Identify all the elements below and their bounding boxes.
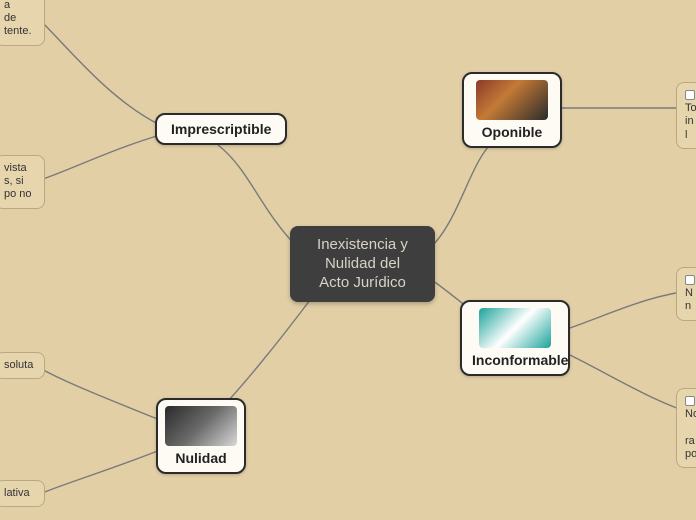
contract-icon bbox=[479, 308, 551, 348]
branch-label: Imprescriptible bbox=[167, 121, 275, 137]
branch-label: Nulidad bbox=[171, 450, 230, 466]
leaf-text: adetente. bbox=[4, 0, 32, 37]
center-label: Inexistencia yNulidad delActo Jurídico bbox=[317, 236, 408, 291]
leaf-text: Toinl bbox=[685, 102, 696, 140]
branch-imprescriptible[interactable]: Imprescriptible bbox=[155, 113, 287, 145]
leaf-imprescriptible-b[interactable]: vistas, sipo no bbox=[0, 155, 45, 209]
leaf-text: soluta bbox=[4, 359, 33, 371]
leaf-inconformable-a[interactable]: Nn bbox=[676, 267, 696, 321]
branch-oponible[interactable]: Oponible bbox=[462, 72, 562, 148]
center-node[interactable]: Inexistencia yNulidad delActo Jurídico bbox=[290, 226, 435, 302]
mindmap-canvas: Inexistencia yNulidad delActo Jurídico I… bbox=[0, 0, 696, 520]
leaf-imprescriptible-a[interactable]: adetente. bbox=[0, 0, 45, 46]
leaf-text: Nn bbox=[685, 287, 693, 312]
checkbox-icon bbox=[685, 396, 695, 406]
gavel-icon bbox=[476, 80, 548, 120]
leaf-inconformable-b[interactable]: No rapo bbox=[676, 388, 696, 468]
leaf-text: lativa bbox=[4, 487, 30, 499]
leaf-nulidad-relativa[interactable]: lativa bbox=[0, 480, 45, 507]
branch-nulidad[interactable]: Nulidad bbox=[156, 398, 246, 474]
leaf-nulidad-absoluta[interactable]: soluta bbox=[0, 352, 45, 379]
branch-inconformable[interactable]: Inconformable bbox=[460, 300, 570, 376]
leaf-text: No rapo bbox=[685, 408, 696, 460]
checkbox-icon bbox=[685, 275, 695, 285]
branch-label: Oponible bbox=[478, 124, 547, 140]
checkbox-icon bbox=[685, 90, 695, 100]
leaf-oponible-a[interactable]: Toinl bbox=[676, 82, 696, 149]
branch-label: Inconformable bbox=[468, 352, 572, 368]
leaf-text: vistas, sipo no bbox=[4, 162, 32, 200]
hands-icon bbox=[165, 406, 237, 446]
